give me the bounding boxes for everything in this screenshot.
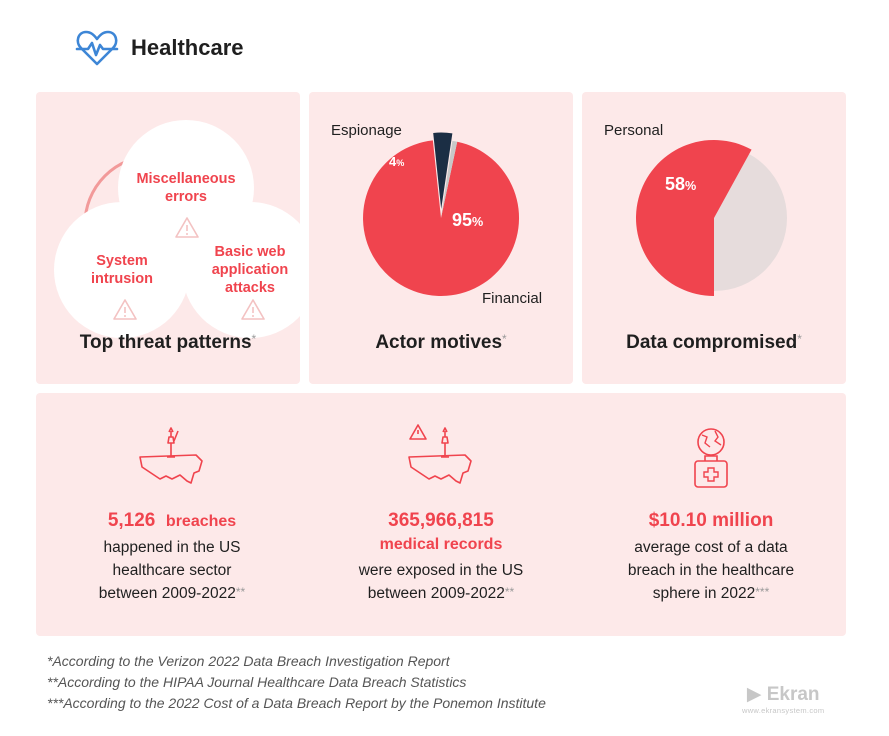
- threat-label-web: Basic web application attacks: [211, 243, 289, 297]
- stat-text-line: sphere in 2022***: [652, 585, 770, 602]
- pie-slice-espionage: [433, 132, 453, 209]
- stat-text-line: were exposed in the US: [358, 562, 524, 579]
- globe-medkit-icon: [694, 428, 728, 488]
- pie-slice-personal: [635, 140, 752, 296]
- data-label-personal: 58%: [665, 174, 697, 194]
- stat-value-breaches: 5,126 breaches: [107, 510, 237, 531]
- threat-bubble-intrusion: System intrusion: [54, 202, 190, 338]
- page-title: Healthcare: [131, 35, 244, 60]
- legend-label-espionage: Espionage: [331, 122, 402, 139]
- threat-label-intrusion: System intrusion: [90, 252, 154, 287]
- warning-icon: [175, 217, 199, 238]
- warning-icon: [241, 299, 265, 320]
- data-label-financial: 95%: [452, 210, 484, 230]
- actor-motives-pie: [363, 132, 520, 297]
- stat-text-line: between 2009-2022**: [367, 585, 515, 602]
- pie-slice-financial: [363, 140, 520, 297]
- stat-text-line: average cost of a data: [634, 539, 788, 556]
- stat-text-line: healthcare sector: [112, 562, 232, 579]
- legend-label-personal: Personal: [604, 122, 664, 139]
- stat-text-line: between 2009-2022**: [98, 585, 246, 602]
- header: Healthcare: [75, 28, 244, 68]
- stat-text-line: happened in the US: [103, 539, 241, 556]
- threat-bubble-web: Basic web application attacks: [182, 202, 318, 338]
- pie-slice-other: [441, 140, 458, 218]
- warning-icon: [113, 299, 137, 320]
- actor-motives-caption: Actor motives*: [375, 332, 507, 353]
- pie-slice-espionage-group: [433, 132, 453, 209]
- data-compromised-caption: Data compromised*: [626, 332, 802, 353]
- healthcare-stats-card: 5,126 breaches happened in the US health…: [36, 393, 846, 636]
- liberty-map-warning-icon: [408, 424, 472, 484]
- data-compromised-card: Personal 58% Data compromised*: [582, 92, 846, 384]
- data-compromised-pie: [635, 140, 787, 296]
- stat-text-line: breach in the healthcare: [627, 562, 795, 579]
- heartbeat-icon: [75, 30, 119, 66]
- threat-label-misc: Miscellaneous errors: [136, 170, 236, 205]
- stat-value-cost: $10.10 million: [648, 510, 774, 531]
- logo-wordmark: ▶ Ekran: [746, 684, 820, 705]
- footnote: *According to the Verizon 2022 Data Brea…: [47, 653, 450, 669]
- actor-motives-card: Espionage Financial 4% 95% Actor motives…: [309, 92, 573, 384]
- footnotes: *According to the Verizon 2022 Data Brea…: [47, 651, 546, 714]
- logo-url: www.ekransystem.com: [742, 706, 825, 715]
- footnote: ***According to the 2022 Cost of a Data …: [47, 695, 546, 711]
- stat-unit-records: medical records: [379, 536, 503, 553]
- data-label-espionage: 4%: [389, 154, 405, 169]
- stat-value-records: 365,966,815: [388, 510, 494, 531]
- liberty-map-icon: [139, 427, 203, 484]
- ekran-logo: ▶ Ekran www.ekransystem.com: [742, 683, 824, 715]
- threat-patterns-caption: Top threat patterns*: [79, 332, 257, 353]
- legend-label-financial: Financial: [482, 290, 543, 307]
- footnote: **According to the HIPAA Journal Healthc…: [47, 674, 467, 690]
- threat-patterns-card: Miscellaneous errors System intrusion Ba…: [36, 92, 318, 384]
